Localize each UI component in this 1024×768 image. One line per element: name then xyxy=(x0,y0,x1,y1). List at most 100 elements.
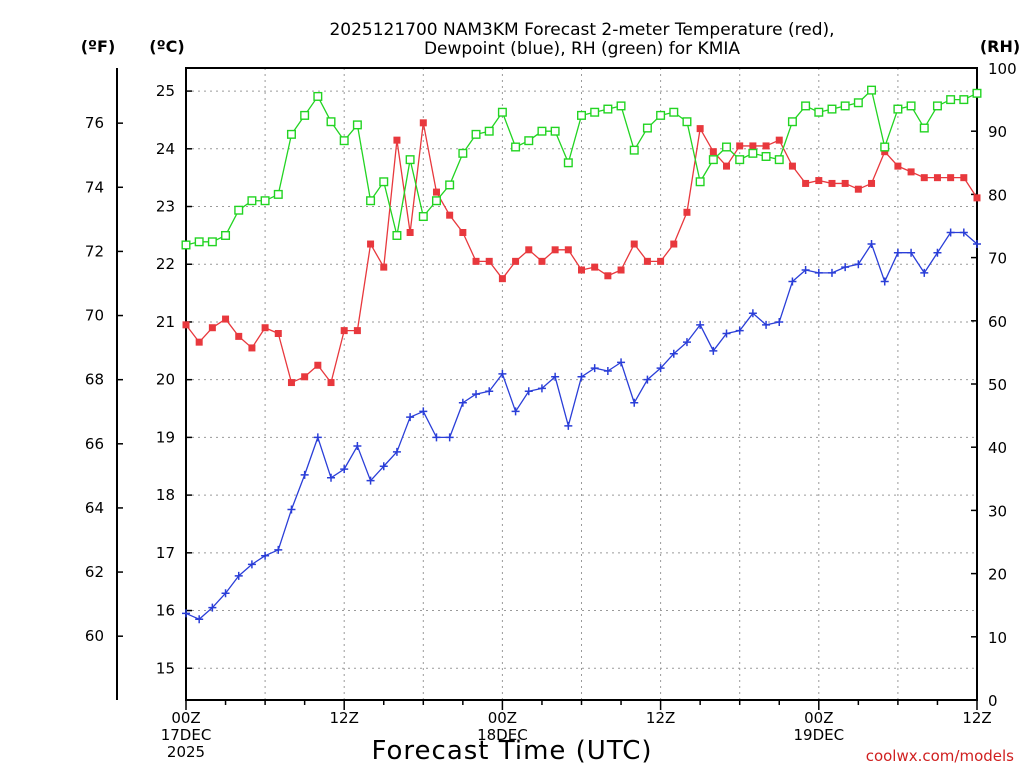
fahrenheit-tick-label: 64 xyxy=(85,499,104,517)
temperature-point xyxy=(657,257,665,265)
rh-point xyxy=(801,101,811,111)
temperature-point xyxy=(604,272,612,280)
dewpoint-point xyxy=(445,433,454,442)
temperature-point xyxy=(314,361,322,369)
dewpoint-point xyxy=(880,277,889,286)
rh-tick-label: 90 xyxy=(988,123,1007,141)
dewpoint-point xyxy=(682,338,691,347)
dewpoint-point xyxy=(353,442,362,451)
dewpoint-point xyxy=(564,421,573,430)
dewpoint-point xyxy=(261,551,270,560)
temperature-point xyxy=(591,263,599,271)
temperature-point xyxy=(551,246,559,254)
dewpoint-point xyxy=(617,358,626,367)
rh-point xyxy=(590,107,600,117)
celsius-tick-label: 15 xyxy=(156,659,175,677)
rh-point xyxy=(959,95,969,105)
celsius-tick-label: 19 xyxy=(156,428,175,446)
temperature-point xyxy=(815,177,823,185)
time-tick-label: 12Z xyxy=(646,709,675,727)
temperature-point xyxy=(472,257,480,265)
dewpoint-point xyxy=(195,615,204,624)
temperature-point xyxy=(327,379,335,387)
dewpoint-point xyxy=(748,309,757,318)
dewpoint-point xyxy=(247,560,256,569)
fahrenheit-tick-label: 68 xyxy=(85,371,104,389)
rh-point xyxy=(247,196,257,206)
dewpoint-point xyxy=(458,398,467,407)
time-tick-label: 00Z xyxy=(804,709,833,727)
rh-point xyxy=(207,237,217,247)
dewpoint-point xyxy=(590,364,599,373)
time-tick-label: 2025 xyxy=(167,743,205,761)
celsius-tick-label: 21 xyxy=(156,313,175,331)
rh-point xyxy=(471,129,481,139)
dewpoint-point xyxy=(300,470,309,479)
rh-point xyxy=(379,177,389,187)
rh-point xyxy=(827,104,837,114)
dewpoint-point xyxy=(827,268,836,277)
rh-point xyxy=(919,123,929,133)
dewpoint-point xyxy=(234,571,243,580)
dewpoint-point xyxy=(867,240,876,249)
temperature-point xyxy=(696,125,704,133)
rh-tick-label: 70 xyxy=(988,250,1007,268)
x-axis-label: Forecast Time (UTC) xyxy=(371,736,652,766)
rh-point xyxy=(814,107,824,117)
rh-point xyxy=(537,126,547,136)
dewpoint-point xyxy=(379,462,388,471)
temperature-point xyxy=(525,246,533,254)
celsius-tick-label: 16 xyxy=(156,602,175,620)
temperature-point xyxy=(512,257,520,265)
dewpoint-point xyxy=(709,346,718,355)
rh-point xyxy=(392,230,402,240)
rh-point xyxy=(418,212,428,222)
rh-point xyxy=(893,104,903,114)
time-tick-label: 17DEC xyxy=(161,726,212,744)
temperature-point xyxy=(498,275,506,283)
celsius-tick-label: 23 xyxy=(156,198,175,216)
dewpoint-point xyxy=(419,407,428,416)
rh-tick-label: 40 xyxy=(988,439,1007,457)
dewpoint-point xyxy=(814,268,823,277)
rh-point xyxy=(273,189,283,199)
dewpoint-point xyxy=(313,433,322,442)
rh-point xyxy=(853,98,863,108)
rh-point xyxy=(194,237,204,247)
temperature-point xyxy=(564,246,572,254)
rh-point xyxy=(616,101,626,111)
temperature-point xyxy=(881,148,889,156)
rh-point xyxy=(946,95,956,105)
temperature-point xyxy=(828,179,836,187)
rh-point xyxy=(708,155,718,165)
temperature-point xyxy=(222,315,230,323)
rh-point xyxy=(550,126,560,136)
rh-point xyxy=(234,205,244,215)
temperature-point xyxy=(630,240,638,248)
celsius-tick-label: 24 xyxy=(156,140,175,158)
dewpoint-point xyxy=(630,398,639,407)
temperature-point xyxy=(670,240,678,248)
rh-unit-label: (RH) xyxy=(980,37,1020,56)
time-tick-label: 00Z xyxy=(488,709,517,727)
rh-tick-label: 20 xyxy=(988,566,1007,584)
rh-point xyxy=(682,117,692,127)
dewpoint-point xyxy=(893,248,902,257)
rh-point xyxy=(906,101,916,111)
celsius-axis: 15 16 17 18 19 20 21 22 23 24 25 xyxy=(156,82,192,677)
dewpoint-point xyxy=(762,320,771,329)
time-tick-label: 18DEC xyxy=(477,726,528,744)
rh-point xyxy=(260,196,270,206)
dewpoint-point xyxy=(775,317,784,326)
temperature-point xyxy=(973,194,981,202)
dewpoint-point xyxy=(221,589,230,598)
temperature-point xyxy=(723,162,731,170)
temperature-point xyxy=(419,119,427,127)
dewpoint-point xyxy=(511,407,520,416)
temperature-point xyxy=(261,324,269,332)
rh-point xyxy=(445,180,455,190)
temperature-point xyxy=(459,228,467,236)
rh-axis: 0 10 20 30 40 50 60 70 80 90 100 xyxy=(971,60,1017,710)
